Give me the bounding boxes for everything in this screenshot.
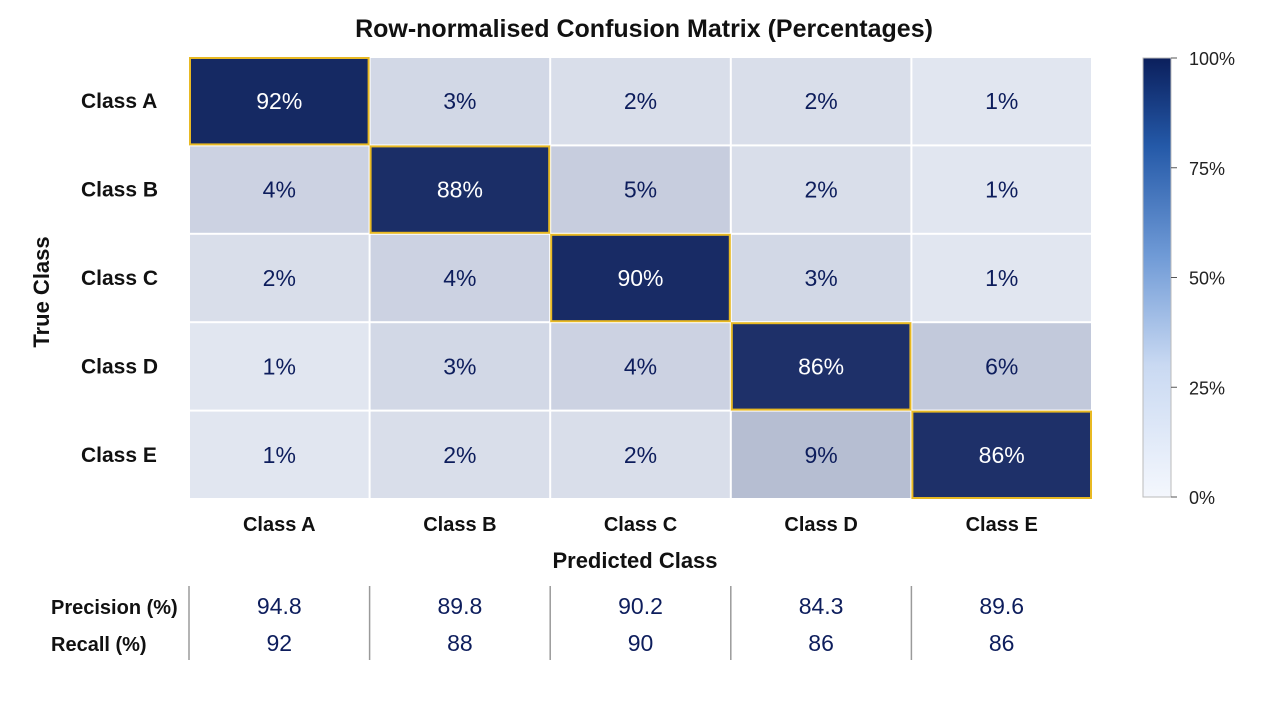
- precision-value: 89.6: [979, 593, 1024, 619]
- colorbar-tick-label: 50%: [1189, 269, 1225, 289]
- colorbar-gradient: [1142, 57, 1172, 498]
- cell-value-label: 2%: [804, 88, 837, 114]
- x-tick-label: Class C: [604, 514, 677, 536]
- heatmap-cell: [370, 323, 550, 410]
- heatmap-cell: [912, 58, 1091, 145]
- heatmap-cell: [550, 233, 731, 323]
- y-tick-label: Class A: [81, 90, 157, 113]
- colorbar-tick-label: 0%: [1189, 488, 1215, 508]
- cell-value-label: 5%: [624, 177, 657, 203]
- cell-value-label: 1%: [985, 177, 1018, 203]
- metrics-table: Precision (%) Recall (%) 94.8 92 89.8 88 90.2 9…: [51, 586, 1024, 660]
- cell-value-label: 92%: [256, 88, 302, 114]
- cell-value-label: 1%: [985, 88, 1018, 114]
- precision-value: 89.8: [438, 593, 483, 619]
- cell-value-label: 2%: [804, 177, 837, 203]
- heatmap-cell: [190, 146, 369, 233]
- heatmap-cell: [912, 234, 1091, 322]
- heatmap-cell: [730, 322, 912, 411]
- heatmap-cell: [190, 234, 369, 322]
- row-labels: Class A Class B Class C Class D Class E: [81, 90, 158, 467]
- recall-value: 86: [989, 630, 1015, 656]
- cell-value-label: 4%: [263, 177, 296, 203]
- cell-value-label: 1%: [263, 353, 296, 379]
- cell-value-label: 1%: [985, 265, 1018, 291]
- heatmap-cell: [731, 58, 911, 145]
- recall-value: 88: [447, 630, 473, 656]
- heatmap-cell: [551, 58, 730, 145]
- recall-value: 90: [628, 630, 654, 656]
- x-tick-label: Class B: [423, 514, 496, 536]
- precision-value: 84.3: [799, 593, 844, 619]
- cell-value-label: 2%: [624, 88, 657, 114]
- precision-value: 94.8: [257, 593, 302, 619]
- y-axis-title: True Class: [29, 236, 54, 347]
- colorbar-tick-label: 100%: [1189, 49, 1235, 69]
- heatmap-cell: [551, 146, 730, 233]
- colorbar-tick-label: 75%: [1189, 159, 1225, 179]
- heatmap-cell: [370, 234, 550, 322]
- heatmap-cell: [731, 411, 911, 498]
- heatmap-cell: [731, 146, 911, 233]
- cell-value-label: 4%: [443, 265, 476, 291]
- heatmap-cells: 92% 3% 2% 2% 1% 4% 88% 5% 2% 1% 2% 4% 90% 3% 1% 1% 3% 4% 8…: [189, 57, 1093, 500]
- recall-value: 92: [267, 630, 293, 656]
- heatmap-cell: [190, 411, 369, 498]
- colorbar-tick-label: 25%: [1189, 378, 1225, 398]
- precision-label: Precision (%): [51, 597, 178, 619]
- cell-value-label: 86%: [979, 442, 1025, 468]
- column-labels: Class A Class B Class C Class D Class E: [243, 514, 1038, 536]
- cell-value-label: 9%: [804, 442, 837, 468]
- y-tick-label: Class D: [81, 355, 158, 378]
- cell-value-label: 2%: [443, 442, 476, 468]
- heatmap-cell: [370, 411, 550, 498]
- heatmap-cell: [911, 410, 1093, 500]
- heatmap-cell: [370, 58, 550, 145]
- cell-value-label: 3%: [804, 265, 837, 291]
- recall-label: Recall (%): [51, 634, 147, 656]
- heatmap-cell: [731, 234, 911, 322]
- heatmap-cell: [369, 145, 551, 234]
- y-tick-label: Class B: [81, 179, 158, 202]
- x-axis-title: Predicted Class: [552, 548, 717, 573]
- cell-value-label: 1%: [263, 442, 296, 468]
- cell-value-label: 6%: [985, 353, 1018, 379]
- cell-value-label: 90%: [617, 265, 663, 291]
- cell-value-label: 2%: [624, 442, 657, 468]
- precision-value: 90.2: [618, 593, 663, 619]
- x-tick-label: Class E: [966, 514, 1038, 536]
- cell-value-label: 2%: [263, 265, 296, 291]
- heatmap-cell: [912, 146, 1091, 233]
- cell-value-label: 86%: [798, 353, 844, 379]
- colorbar: 100% 75% 50% 25% 0%: [1142, 49, 1235, 508]
- x-tick-label: Class D: [784, 514, 857, 536]
- heatmap-cell: [912, 323, 1091, 410]
- recall-value: 86: [808, 630, 834, 656]
- cell-value-label: 3%: [443, 88, 476, 114]
- y-tick-label: Class E: [81, 444, 157, 467]
- heatmap-cell: [551, 323, 730, 410]
- chart-title: Row-normalised Confusion Matrix (Percent…: [355, 15, 933, 43]
- x-tick-label: Class A: [243, 514, 316, 536]
- heatmap-cell: [551, 411, 730, 498]
- heatmap-cell: [190, 323, 369, 410]
- cell-value-label: 4%: [624, 353, 657, 379]
- y-tick-label: Class C: [81, 267, 158, 290]
- cell-value-label: 88%: [437, 177, 483, 203]
- heatmap-cell: [189, 57, 370, 146]
- cell-value-label: 3%: [443, 353, 476, 379]
